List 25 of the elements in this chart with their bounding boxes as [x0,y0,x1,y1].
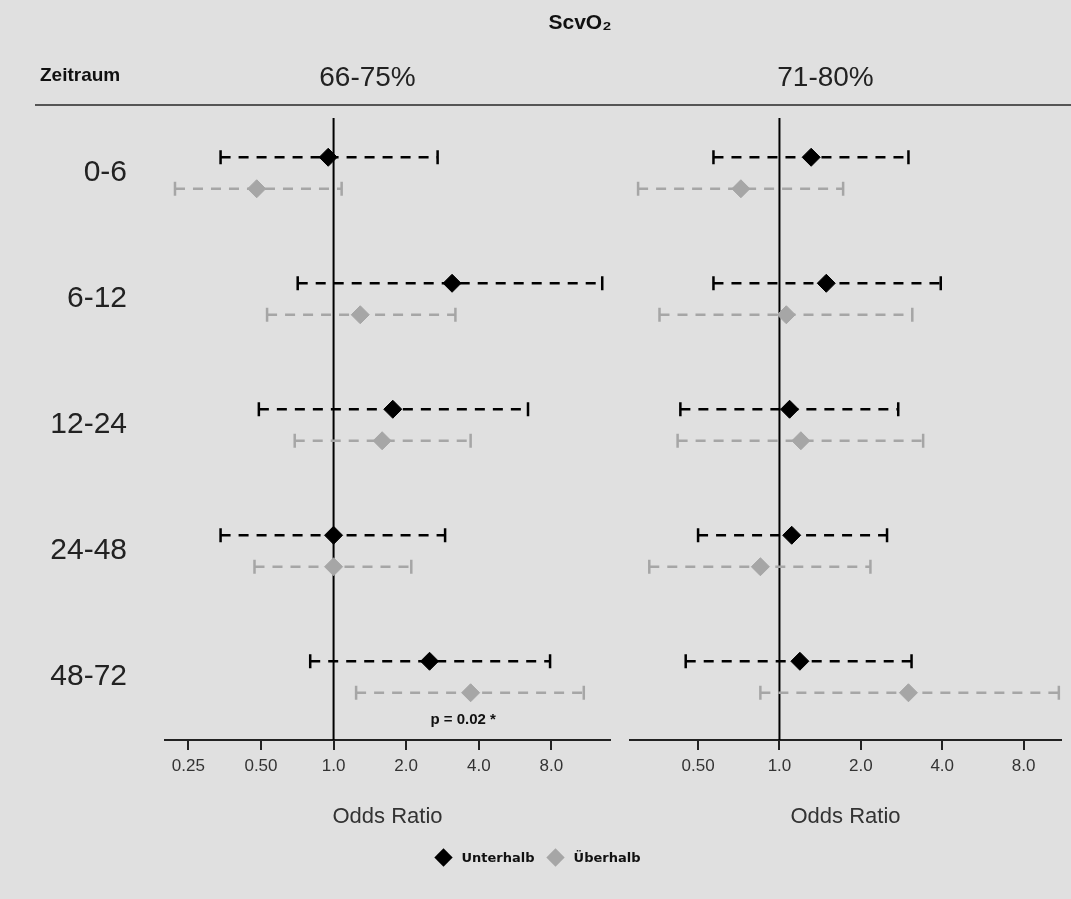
x-tick-label: 1.0 [321,755,346,775]
x-tick-label: 0.25 [171,755,205,775]
chart-title: ScvO₂ [547,10,613,34]
x-tick-label: 1.0 [767,755,792,775]
y-axis-title: Zeitraum [40,64,121,86]
chart-subtitle: 66-75% [319,60,416,92]
x-tick-label: 0.50 [681,755,715,775]
x-tick-label: 2.0 [849,755,873,775]
x-tick-label: 4.0 [930,755,955,775]
legend-label: Unterhalb [461,850,535,865]
x-tick-label: 2.0 [394,755,418,775]
x-tick-label: 0.50 [244,755,278,775]
x-tick-label: 8.0 [1011,755,1036,775]
y-tick-label: 48-72 [50,658,127,692]
x-tick-label: 8.0 [539,755,564,775]
annotation: p = 0.02 * [430,710,497,728]
x-axis-title: Odds Ratio [790,802,901,828]
chart-subtitle: 71-80% [777,60,874,92]
y-tick-label: 24-48 [50,532,127,566]
x-tick-label: 4.0 [466,755,491,775]
x-axis-title: Odds Ratio [332,802,443,828]
legend-label: Überhalb [573,850,641,865]
y-tick-label: 12-24 [50,406,127,440]
y-tick-label: 0-6 [83,154,127,188]
y-tick-label: 6-12 [66,280,127,314]
